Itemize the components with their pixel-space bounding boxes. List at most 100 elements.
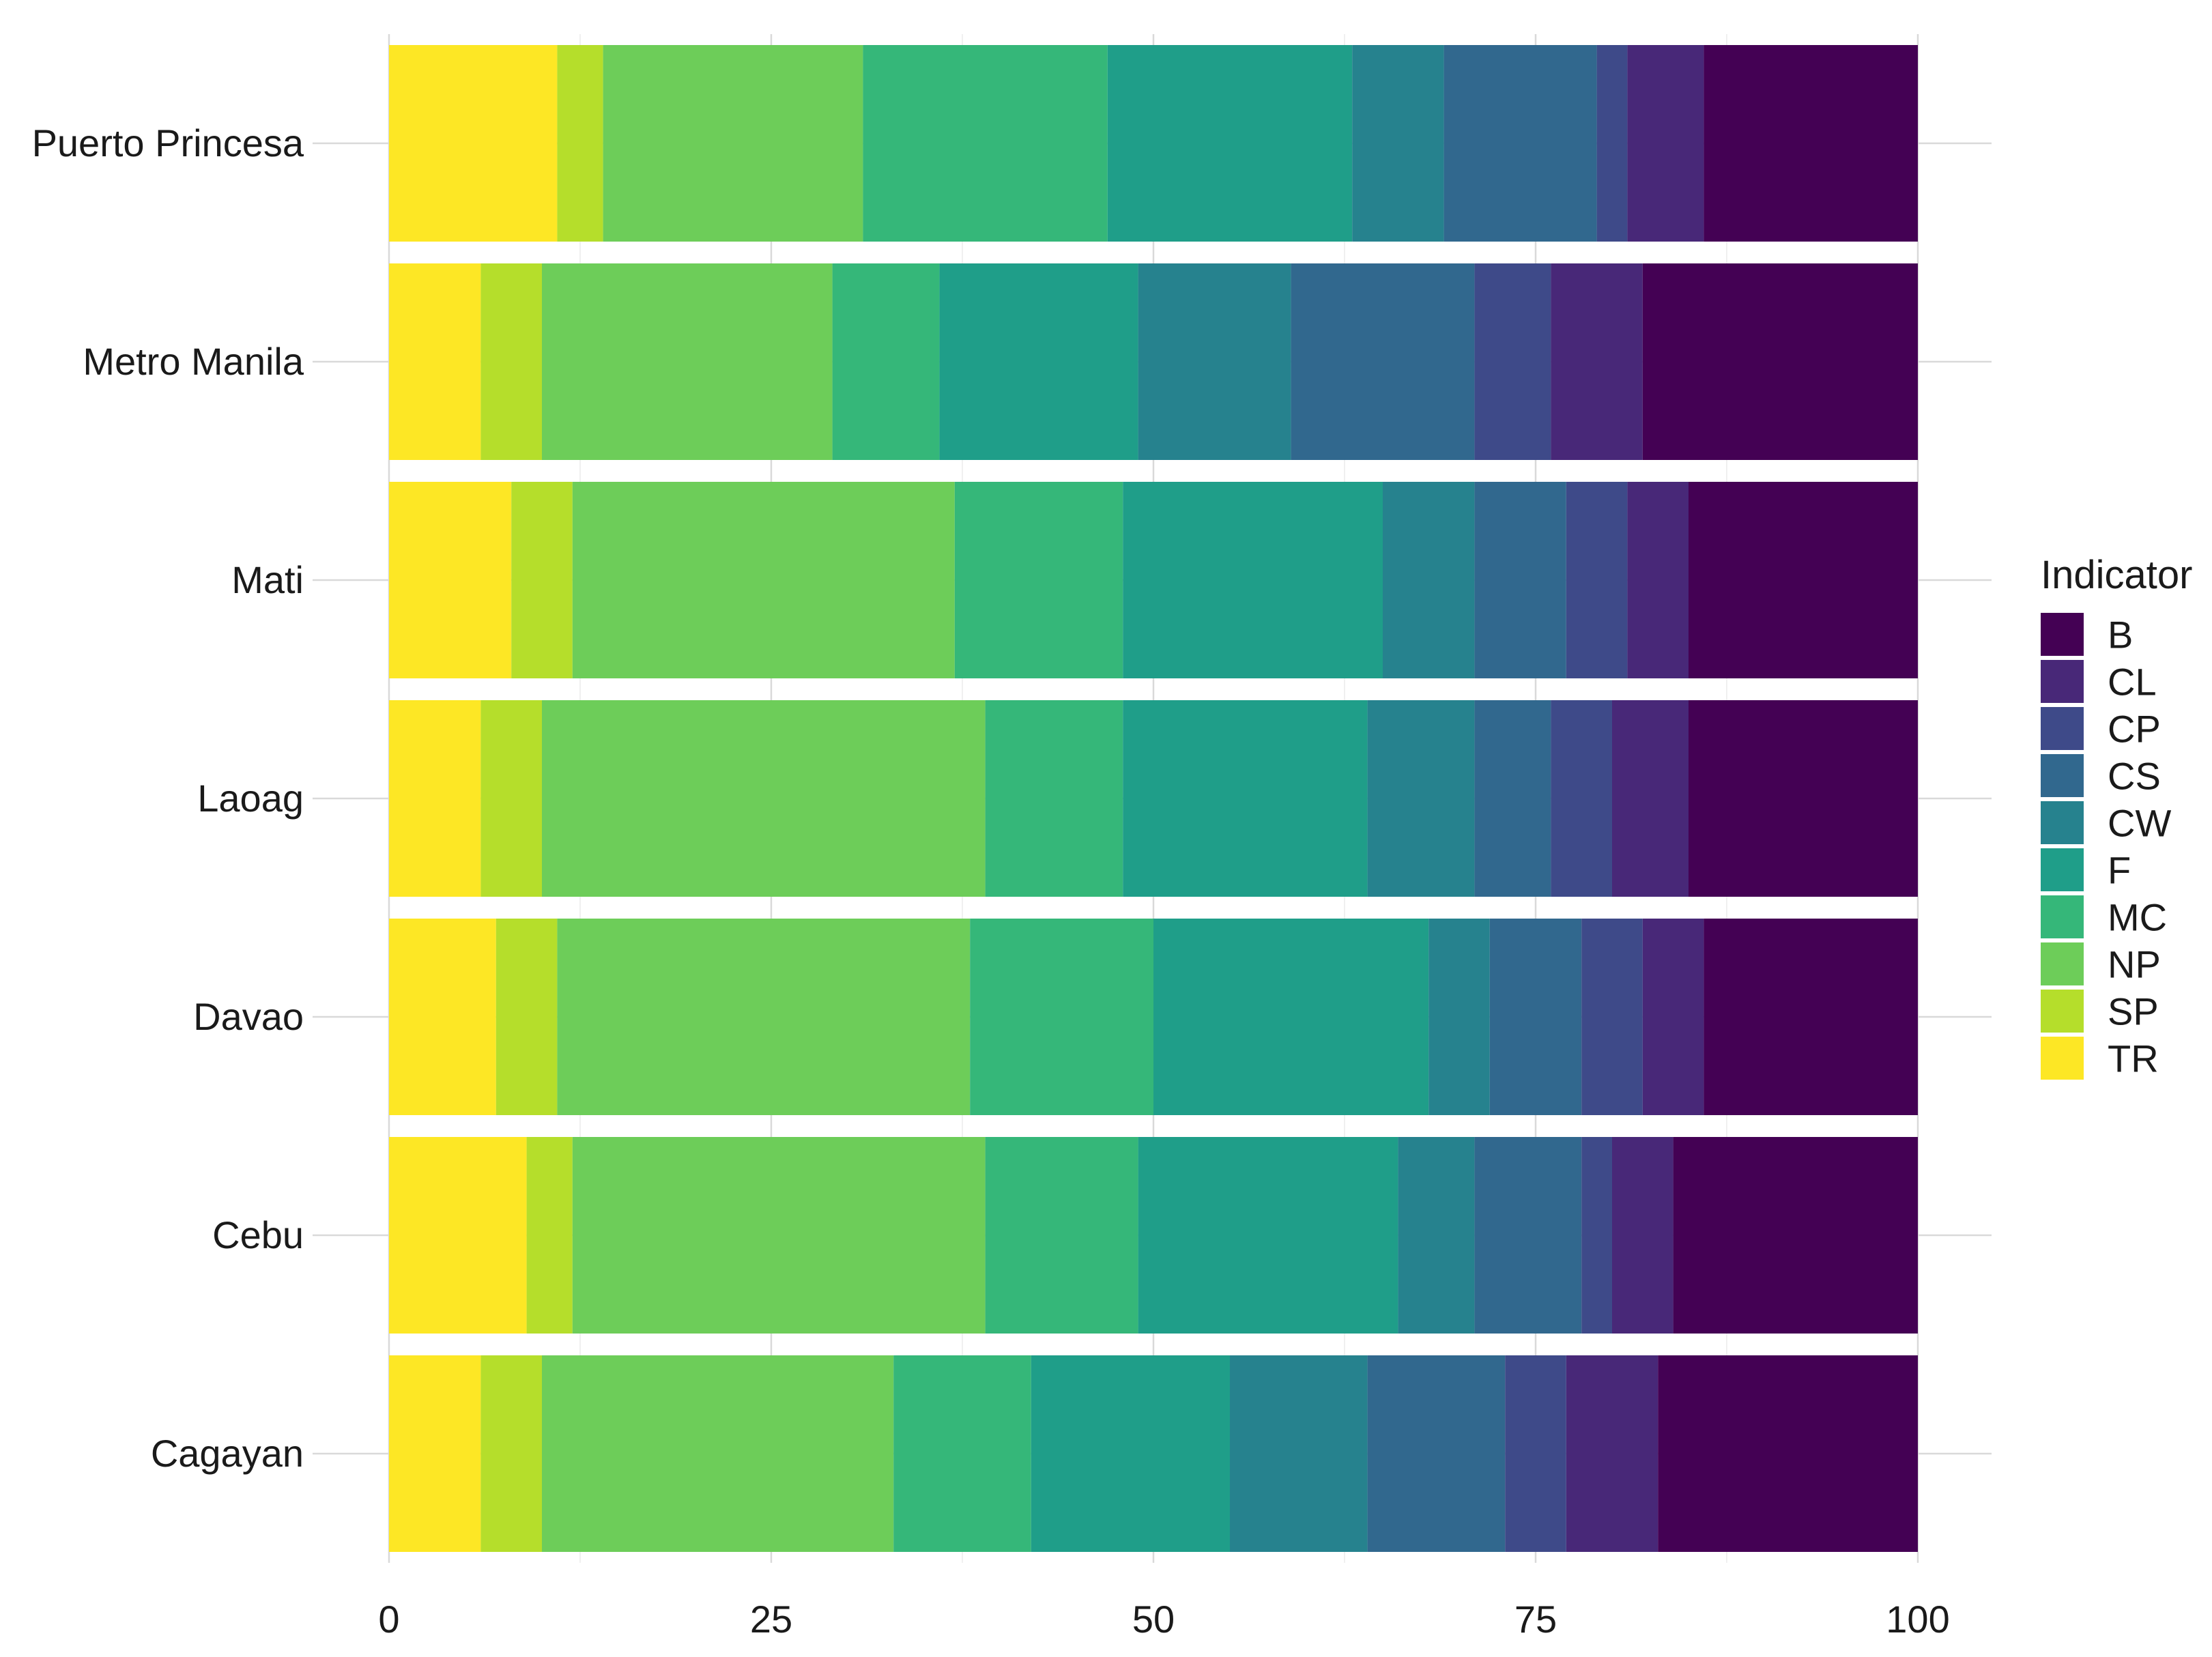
bar-segment-cw bbox=[1367, 700, 1475, 897]
bar-segment-tr bbox=[389, 1355, 481, 1552]
bar-segment-cs bbox=[1367, 1355, 1506, 1552]
bar-segment-f bbox=[1123, 482, 1383, 678]
legend-key-cs bbox=[2041, 754, 2084, 797]
bar-segment-cw bbox=[1398, 1137, 1475, 1334]
bar-segment-b bbox=[1642, 263, 1918, 460]
legend-label: CL bbox=[2108, 661, 2157, 704]
bar-segment-sp bbox=[526, 1137, 573, 1334]
legend-label: TR bbox=[2108, 1037, 2159, 1080]
x-tick-label: 25 bbox=[750, 1598, 792, 1641]
bar-segment-cl bbox=[1642, 919, 1704, 1115]
bar-segment-cs bbox=[1474, 482, 1566, 678]
bar-segment-sp bbox=[480, 700, 542, 897]
bar-segment-cs bbox=[1291, 263, 1475, 460]
bar-segment-cp bbox=[1505, 1355, 1566, 1552]
bar-segment-np bbox=[572, 482, 955, 678]
bar-segment-f bbox=[1031, 1355, 1230, 1552]
bar-segment-f bbox=[1123, 700, 1368, 897]
legend-label: CP bbox=[2108, 708, 2161, 751]
bar-segment-cs bbox=[1489, 919, 1582, 1115]
bar-segment-cw bbox=[1230, 1355, 1368, 1552]
bar-segment-cs bbox=[1443, 45, 1597, 242]
bar-segment-cp bbox=[1566, 482, 1628, 678]
legend-label: NP bbox=[2108, 943, 2161, 986]
bar-segment-sp bbox=[495, 919, 558, 1115]
x-tick-label: 75 bbox=[1514, 1598, 1557, 1641]
bar-segment-b bbox=[1673, 1137, 1918, 1334]
bar-segment-f bbox=[1138, 1137, 1398, 1334]
y-tick-label: Cebu bbox=[212, 1213, 304, 1256]
bar-segment-cl bbox=[1612, 1137, 1674, 1334]
bar-segment-cp bbox=[1596, 45, 1628, 242]
bar-segment-sp bbox=[480, 1355, 542, 1552]
bar-segment-mc bbox=[954, 482, 1123, 678]
bar-segment-cp bbox=[1581, 919, 1643, 1115]
bar-segment-tr bbox=[389, 45, 558, 242]
legend-key-cl bbox=[2041, 660, 2084, 703]
bar-segment-mc bbox=[832, 263, 940, 460]
legend-key-cp bbox=[2041, 707, 2084, 750]
legend-label: MC bbox=[2108, 896, 2167, 939]
bar-segment-mc bbox=[863, 45, 1108, 242]
bar-segment-b bbox=[1689, 700, 1918, 897]
bar-segment-tr bbox=[389, 263, 481, 460]
legend-key-cw bbox=[2041, 801, 2084, 844]
bar-segment-tr bbox=[389, 1137, 527, 1334]
y-tick-label: Laoag bbox=[197, 777, 304, 820]
bar-segment-tr bbox=[389, 919, 496, 1115]
legend-key-mc bbox=[2041, 895, 2084, 938]
legend-key-f bbox=[2041, 848, 2084, 891]
legend-label: CW bbox=[2108, 802, 2171, 845]
x-axis: 0 25 50 75 100 bbox=[378, 1598, 1949, 1641]
bar-segment-np bbox=[603, 45, 863, 242]
legend-label: F bbox=[2108, 849, 2131, 892]
bar-segment-np bbox=[542, 1355, 894, 1552]
bar-segment-cw bbox=[1138, 263, 1291, 460]
bar-segment-f bbox=[939, 263, 1138, 460]
legend-key-tr bbox=[2041, 1037, 2084, 1080]
bar-segment-b bbox=[1704, 45, 1918, 242]
bar-segment-np bbox=[572, 1137, 986, 1334]
legend-label: B bbox=[2108, 614, 2133, 657]
bar-segment-f bbox=[1153, 919, 1429, 1115]
y-tick-label: Puerto Princesa bbox=[32, 121, 304, 164]
bar-segment-f bbox=[1107, 45, 1353, 242]
x-tick-label: 50 bbox=[1132, 1598, 1175, 1641]
bar-segment-sp bbox=[480, 263, 542, 460]
bar-segment-cs bbox=[1474, 1137, 1582, 1334]
bar-segment-np bbox=[557, 919, 971, 1115]
y-tick-label: Metro Manila bbox=[83, 340, 304, 383]
legend-label: SP bbox=[2108, 990, 2159, 1033]
legend-key-np bbox=[2041, 942, 2084, 985]
bar-segment-np bbox=[542, 263, 833, 460]
legend-key-b bbox=[2041, 613, 2084, 656]
bar-segment-cp bbox=[1474, 263, 1551, 460]
bar-segment-cs bbox=[1474, 700, 1551, 897]
legend-title: Indicator bbox=[2041, 553, 2192, 597]
x-tick-label: 100 bbox=[1886, 1598, 1949, 1641]
legend-label: CS bbox=[2108, 755, 2161, 798]
bar-segment-sp bbox=[557, 45, 603, 242]
bar-segment-sp bbox=[511, 482, 573, 678]
bar-segment-b bbox=[1689, 482, 1918, 678]
bar-segment-cw bbox=[1428, 919, 1490, 1115]
bar-segment-cp bbox=[1551, 700, 1612, 897]
bar-segment-cw bbox=[1383, 482, 1475, 678]
bar-segment-cl bbox=[1627, 482, 1689, 678]
bar-segment-mc bbox=[985, 700, 1123, 897]
bar-segment-cl bbox=[1566, 1355, 1658, 1552]
bar-segment-tr bbox=[389, 700, 481, 897]
bar-segment-tr bbox=[389, 482, 512, 678]
bar-segment-b bbox=[1658, 1355, 1918, 1552]
bar-segment-cp bbox=[1581, 1137, 1612, 1334]
y-axis: Puerto Princesa Metro Manila Mati Laoag Dava… bbox=[32, 121, 304, 1475]
bar-segment-cl bbox=[1551, 263, 1643, 460]
legend-key-sp bbox=[2041, 990, 2084, 1033]
bar-segment-cl bbox=[1612, 700, 1689, 897]
bar-segment-mc bbox=[985, 1137, 1138, 1334]
y-tick-label: Davao bbox=[193, 995, 304, 1038]
bar-segment-mc bbox=[970, 919, 1153, 1115]
x-tick-label: 0 bbox=[378, 1598, 399, 1641]
